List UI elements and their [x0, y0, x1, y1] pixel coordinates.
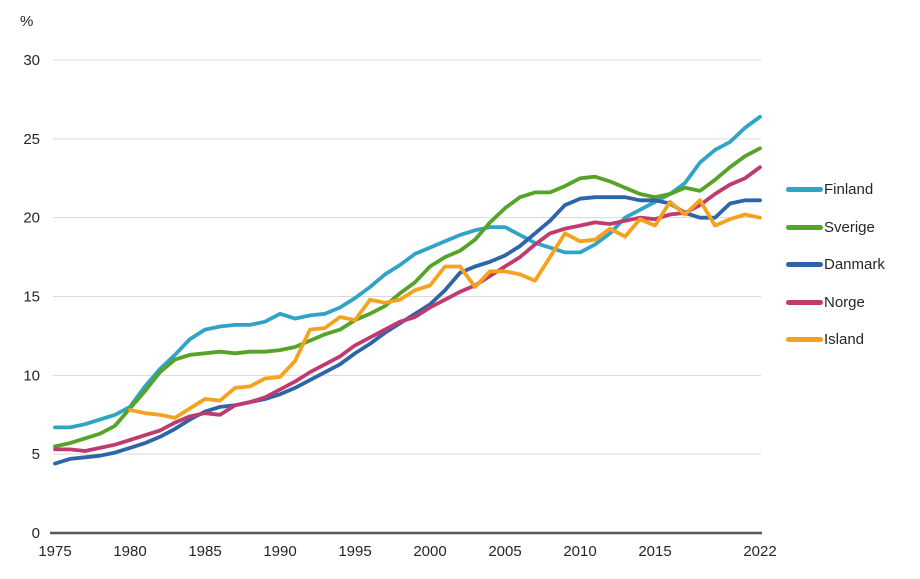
- x-tick-label-2010: 2010: [563, 543, 596, 560]
- x-tick-label-1975: 1975: [38, 543, 71, 560]
- legend-swatch-island: [786, 337, 823, 343]
- legend-swatch-finland: [786, 187, 823, 193]
- y-tick-label-5: 5: [32, 446, 40, 463]
- x-tick-label-1985: 1985: [188, 543, 221, 560]
- series-line-island: [128, 198, 762, 420]
- legend-label-finland: Finland: [824, 181, 874, 199]
- x-tick-label-2015: 2015: [638, 543, 671, 560]
- legend-swatch-norge: [786, 299, 823, 305]
- legend-item-danmark: Danmark: [786, 246, 885, 284]
- y-tick-label-20: 20: [23, 210, 40, 227]
- x-tick-label-2000: 2000: [413, 543, 446, 560]
- x-tick-label-2022: 2022: [743, 543, 776, 560]
- series-line-sverige: [53, 146, 762, 449]
- y-axis-unit-label: %: [20, 13, 33, 30]
- x-tick-label-1980: 1980: [113, 543, 146, 560]
- legend-item-island: Island: [786, 321, 885, 359]
- y-tick-label-0: 0: [32, 525, 40, 542]
- legend-item-norge: Norge: [786, 284, 885, 322]
- legend-label-island: Island: [824, 331, 865, 349]
- legend-label-norge: Norge: [824, 293, 865, 311]
- x-tick-label-1990: 1990: [263, 543, 296, 560]
- series-line-danmark: [53, 195, 762, 466]
- legend: Finland Sverige Danmark Norge Island: [786, 171, 885, 359]
- y-tick-label-30: 30: [23, 52, 40, 69]
- legend-swatch-sverige: [786, 224, 823, 230]
- y-tick-label-25: 25: [23, 131, 40, 148]
- legend-item-finland: Finland: [786, 171, 885, 209]
- legend-item-sverige: Sverige: [786, 209, 885, 247]
- legend-label-danmark: Danmark: [824, 256, 885, 274]
- y-tick-label-10: 10: [23, 367, 40, 384]
- x-tick-label-1995: 1995: [338, 543, 371, 560]
- legend-swatch-danmark: [786, 262, 823, 268]
- series-line-norge: [53, 165, 762, 453]
- y-tick-label-15: 15: [23, 289, 40, 306]
- x-tick-label-2005: 2005: [488, 543, 521, 560]
- legend-label-sverige: Sverige: [824, 218, 875, 236]
- series-line-finland: [53, 114, 762, 430]
